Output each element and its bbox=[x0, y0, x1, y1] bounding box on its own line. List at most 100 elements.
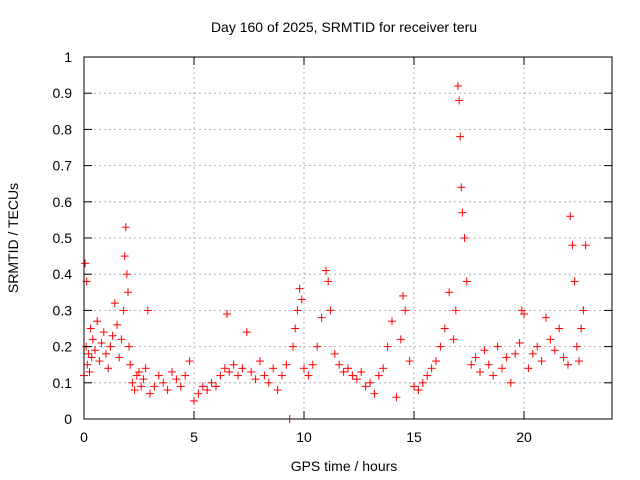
data-point bbox=[361, 382, 370, 391]
data-point bbox=[542, 313, 550, 322]
data-point bbox=[566, 212, 575, 221]
data-point bbox=[383, 342, 392, 351]
data-point bbox=[537, 357, 546, 366]
data-point bbox=[579, 306, 588, 315]
data-point bbox=[410, 382, 418, 391]
data-point bbox=[392, 393, 401, 402]
data-point bbox=[570, 277, 579, 286]
data-point bbox=[326, 306, 335, 315]
data-point bbox=[229, 360, 238, 369]
data-point bbox=[198, 382, 207, 391]
data-point bbox=[489, 371, 498, 380]
data-point bbox=[203, 386, 212, 395]
data-point bbox=[300, 364, 308, 373]
data-point bbox=[130, 386, 139, 395]
data-point bbox=[313, 342, 322, 351]
data-point bbox=[423, 371, 432, 380]
data-point bbox=[176, 382, 185, 391]
data-point bbox=[572, 342, 581, 351]
data-point bbox=[324, 277, 333, 286]
axis-ticks: 00.10.20.30.40.50.60.70.80.910 5 10 15 20 bbox=[53, 49, 612, 445]
data-point bbox=[115, 353, 124, 362]
data-point bbox=[146, 389, 154, 398]
data-point bbox=[374, 371, 383, 380]
y-tick-label: 0.9 bbox=[53, 85, 73, 101]
data-point bbox=[533, 342, 542, 351]
data-point bbox=[456, 132, 465, 141]
data-point bbox=[121, 223, 130, 232]
y-tick-label: 0.7 bbox=[53, 158, 73, 174]
data-point bbox=[484, 360, 493, 369]
data-point bbox=[449, 335, 458, 344]
data-point bbox=[168, 367, 176, 376]
data-point bbox=[185, 357, 194, 366]
data-point bbox=[559, 353, 568, 362]
data-point bbox=[445, 288, 454, 297]
data-point bbox=[172, 375, 181, 384]
data-point bbox=[95, 357, 104, 366]
y-tick-label: 0.2 bbox=[53, 339, 73, 355]
data-point bbox=[339, 367, 348, 376]
data-point bbox=[126, 360, 135, 369]
data-point bbox=[520, 310, 528, 319]
data-point bbox=[269, 364, 278, 373]
data-point bbox=[524, 364, 533, 373]
data-point bbox=[225, 367, 234, 376]
data-point bbox=[480, 346, 489, 355]
x-tick-label: 5 bbox=[190, 429, 198, 445]
data-point bbox=[194, 389, 203, 398]
data-point bbox=[289, 342, 297, 351]
data-point bbox=[352, 375, 361, 384]
data-point bbox=[436, 342, 445, 351]
data-point bbox=[264, 378, 273, 387]
data-point bbox=[159, 378, 168, 387]
data-point bbox=[247, 367, 256, 376]
data-point bbox=[455, 96, 464, 105]
data-point bbox=[440, 324, 449, 333]
data-point bbox=[458, 208, 467, 217]
data-point bbox=[97, 338, 106, 347]
data-point bbox=[460, 234, 469, 242]
data-point bbox=[297, 295, 306, 304]
data-point bbox=[223, 310, 231, 319]
y-tick-label: 1 bbox=[64, 49, 72, 65]
y-tick-label: 0.6 bbox=[53, 194, 73, 210]
data-point bbox=[293, 306, 302, 315]
data-point bbox=[575, 357, 583, 366]
x-tick-label: 10 bbox=[296, 429, 312, 445]
data-point bbox=[88, 335, 97, 344]
data-point bbox=[113, 320, 121, 329]
data-point bbox=[577, 324, 586, 333]
data-point bbox=[550, 346, 559, 355]
y-tick-label: 0.8 bbox=[53, 121, 73, 137]
data-point bbox=[273, 386, 282, 395]
data-point bbox=[493, 342, 502, 351]
data-point bbox=[128, 378, 137, 387]
data-point bbox=[207, 378, 216, 387]
data-point bbox=[256, 357, 264, 366]
x-tick-label: 0 bbox=[80, 429, 88, 445]
data-point bbox=[117, 335, 126, 344]
data-point bbox=[216, 371, 225, 380]
data-point bbox=[84, 349, 93, 358]
y-tick-label: 0.5 bbox=[53, 230, 73, 246]
data-point bbox=[414, 386, 423, 395]
data-point bbox=[581, 241, 590, 250]
data-point bbox=[125, 342, 134, 351]
data-point bbox=[568, 241, 577, 250]
data-point bbox=[260, 371, 269, 380]
data-point bbox=[515, 338, 524, 347]
data-point bbox=[528, 349, 537, 358]
data-point bbox=[304, 371, 313, 380]
data-point bbox=[251, 375, 260, 384]
data-point bbox=[330, 349, 339, 358]
x-tick-label: 15 bbox=[406, 429, 422, 445]
data-point bbox=[388, 317, 396, 326]
data-point bbox=[471, 353, 480, 362]
data-point bbox=[295, 284, 304, 293]
data-point bbox=[379, 364, 388, 373]
data-point bbox=[348, 371, 357, 380]
y-axis-label: SRMTID / TECUs bbox=[5, 183, 21, 293]
data-point bbox=[498, 364, 506, 373]
